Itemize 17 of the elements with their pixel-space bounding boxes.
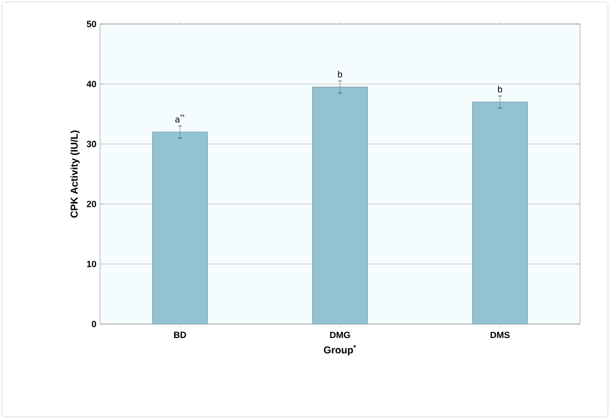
y-tick-label: 10: [87, 260, 96, 268]
bar: [152, 132, 208, 324]
x-tick-label: DMG: [330, 332, 350, 338]
y-tick-label: 40: [86, 80, 96, 88]
bar: [472, 102, 528, 324]
y-tick-label: 0: [92, 320, 96, 328]
x-tick-label: DMS: [490, 332, 510, 338]
y-tick-label: 50: [86, 20, 96, 28]
annotation: a$^{**}$: [175, 114, 184, 122]
y-axis-title: CPK Activity (IU/L): [70, 130, 80, 218]
x-axis-title: Group$^{*}$: [324, 344, 356, 356]
bar: [312, 86, 368, 324]
y-tick-label: 30: [86, 140, 96, 148]
annotation: b: [498, 86, 502, 92]
y-tick-label: 20: [86, 200, 96, 208]
x-tick-label: BD: [174, 332, 186, 338]
annotation: b: [338, 70, 342, 78]
